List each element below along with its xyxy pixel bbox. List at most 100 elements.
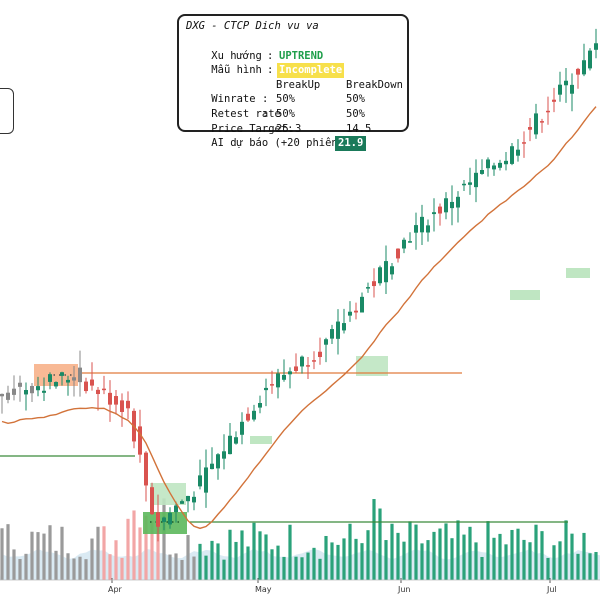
- ai-label: AI dự báo (+20 phiên):: [211, 137, 351, 150]
- volume-bar: [384, 540, 388, 580]
- volume-bar: [270, 549, 274, 580]
- volume-bar: [498, 533, 502, 580]
- volume-bar: [252, 522, 256, 580]
- retest-zone: [510, 290, 540, 300]
- candle-body: [594, 43, 598, 50]
- candle-body: [570, 84, 574, 94]
- volume-bar: [402, 541, 406, 580]
- candle-body: [420, 216, 424, 233]
- candle-body: [438, 206, 442, 214]
- candle-body: [462, 183, 466, 186]
- volume-bar: [378, 508, 382, 580]
- target-down: 14.5: [346, 122, 372, 135]
- candle-body: [96, 389, 100, 395]
- candle-body: [468, 182, 472, 185]
- candle-body: [564, 80, 568, 86]
- candle-body: [366, 287, 370, 289]
- candle-body: [102, 388, 106, 391]
- candle-body: [216, 454, 220, 469]
- volume-bar: [126, 518, 130, 580]
- volume-bar: [54, 550, 58, 580]
- support-zone: [143, 512, 187, 534]
- volume-bar: [114, 540, 118, 580]
- volume-bar: [144, 515, 148, 580]
- retest-up: 50%: [276, 107, 295, 120]
- volume-bar: [312, 547, 316, 580]
- volume-bar: [336, 544, 340, 580]
- candle-body: [12, 388, 16, 395]
- volume-bar: [84, 559, 88, 580]
- pattern-value: Incomplete: [277, 63, 345, 79]
- x-tick-label: Jul: [547, 585, 557, 594]
- volume-bar: [456, 520, 460, 580]
- pattern-label: Mẫu hình: [211, 64, 262, 77]
- volume-bar: [186, 535, 190, 580]
- candle-body: [456, 196, 460, 208]
- candle-body: [498, 162, 502, 168]
- volume-bar: [528, 542, 532, 580]
- volume-area: [0, 548, 600, 580]
- volume-bar: [420, 543, 424, 580]
- candle-body: [174, 505, 178, 513]
- candle-body: [114, 396, 118, 405]
- candle-body: [192, 496, 196, 503]
- candle-body: [126, 400, 130, 409]
- volume-bar: [462, 534, 466, 580]
- volume-bar: [30, 531, 34, 580]
- candle-body: [186, 495, 190, 502]
- breakdown-header: BreakDown: [346, 78, 403, 91]
- volume-bar: [216, 543, 220, 580]
- volume-bar: [396, 532, 400, 580]
- retest-row: Retest rate: 50% 50%: [211, 107, 365, 120]
- volume-bar: [0, 528, 4, 580]
- candle-body: [156, 512, 160, 527]
- candle-body: [492, 165, 496, 170]
- trend-value: UPTREND: [279, 49, 324, 62]
- target-row: Price Target: 25.3 14.5: [186, 107, 407, 135]
- candle-body: [72, 377, 76, 381]
- candle-body: [144, 452, 148, 486]
- volume-bar: [72, 558, 76, 580]
- winrate-up: 50%: [276, 93, 295, 106]
- trend-row: Xu hướng: UPTREND: [211, 49, 324, 62]
- volume-bar: [24, 553, 28, 580]
- candle-body: [450, 201, 454, 209]
- candle-body: [504, 160, 508, 165]
- candle-body: [78, 367, 82, 383]
- target-label: Price Target:: [211, 122, 294, 135]
- volume-bar: [198, 543, 202, 580]
- volume-bar: [504, 544, 508, 580]
- candle-body: [18, 382, 22, 387]
- retest-zone: [250, 436, 272, 444]
- candle-body: [312, 360, 316, 362]
- candle-body: [348, 311, 352, 316]
- volume-bar: [414, 524, 418, 580]
- x-tick-label: Jun: [398, 585, 411, 594]
- pattern-row: Mẫu hình: Incomplete: [211, 63, 345, 79]
- volume-bar: [258, 531, 262, 580]
- candle-body: [162, 517, 166, 522]
- volume-bar: [516, 528, 520, 580]
- volume-bar: [372, 499, 376, 580]
- volume-bar: [246, 546, 250, 580]
- candle-body: [138, 426, 142, 455]
- volume-bar: [510, 529, 514, 580]
- volume-bar: [540, 531, 544, 580]
- volume-bar: [546, 557, 550, 580]
- candle-body: [0, 393, 4, 397]
- candle-body: [372, 281, 376, 287]
- volume-bar: [282, 556, 286, 580]
- candle-body: [222, 451, 226, 459]
- volume-bar: [408, 521, 412, 580]
- candle-body: [42, 390, 46, 393]
- volume-bar: [552, 545, 556, 580]
- candle-body: [378, 267, 382, 284]
- candle-body: [360, 296, 364, 313]
- volume-bar: [582, 532, 586, 580]
- candle-body: [510, 146, 514, 164]
- volume-bar: [90, 538, 94, 580]
- volume-bar: [264, 534, 268, 580]
- volume-bar: [474, 542, 478, 580]
- retest-down: 50%: [346, 107, 365, 120]
